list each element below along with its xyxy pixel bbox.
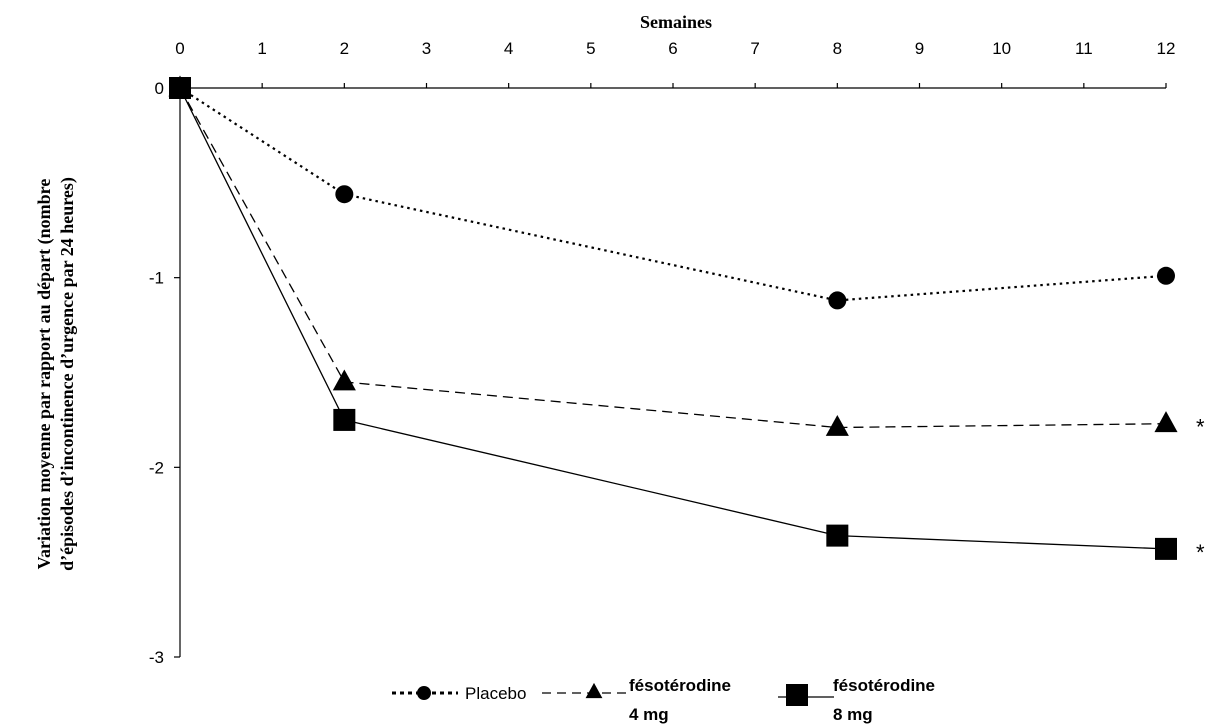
x-tick-label: 4 [504, 39, 513, 58]
data-point-circle [828, 291, 847, 310]
significance-asterisk: * [1196, 415, 1205, 440]
axes: 0 1 2 3 4 5 6 7 8 9 10 11 120-1-2-3 [149, 39, 1176, 667]
y-axis-title-line: Variation moyenne par rapport au départ … [34, 179, 55, 570]
y-tick-label: -1 [149, 269, 164, 288]
y-axis-title: Variation moyenne par rapport au départ … [34, 177, 78, 571]
data-point-square [333, 408, 356, 431]
data-point-circle [335, 185, 354, 204]
data-point-triangle [1154, 411, 1178, 433]
x-tick-label: 3 [422, 39, 431, 58]
series-line [179, 87, 1167, 550]
legend-label-8mg-line1: fésotérodine [833, 676, 935, 695]
data-point-square [169, 77, 191, 99]
series [169, 77, 1177, 560]
data-point-triangle [332, 369, 356, 391]
data-point-triangle [585, 682, 603, 699]
data-point-square [1155, 537, 1177, 560]
x-tick-label: 1 [257, 39, 266, 58]
legend-label-8mg-line2: 8 mg [833, 705, 873, 724]
legend-label-4mg-line1: fésotérodine [629, 676, 731, 695]
x-tick-label: 10 [992, 39, 1011, 58]
series-line [179, 87, 1167, 302]
x-tick-label: 9 [915, 39, 924, 58]
data-point-circle [417, 686, 431, 700]
x-axis-title: Semaines [640, 12, 712, 32]
legend-label-4mg-line2: 4 mg [629, 705, 669, 724]
x-tick-label: 8 [833, 39, 842, 58]
series [171, 79, 1175, 310]
legend-item-fesoterodine-4mg: fésotérodine 4 mg [542, 676, 731, 724]
labels: Semaines Variation moyenne par rapport au… [34, 12, 1205, 571]
data-point-square [826, 524, 849, 547]
y-tick-label: -2 [149, 458, 164, 477]
x-tick-label: 6 [668, 39, 677, 58]
legend-item-placebo: Placebo [392, 684, 526, 703]
x-tick-label: 0 [175, 39, 184, 58]
series-line [179, 87, 1167, 429]
x-tick-label: 12 [1157, 39, 1176, 58]
significance-asterisk: * [1196, 540, 1205, 565]
legend-label-placebo: Placebo [465, 684, 526, 703]
x-tick-label: 11 [1075, 39, 1093, 58]
data-point-square [786, 684, 808, 706]
series [168, 75, 1178, 436]
y-axis-title-line: d’épisodes d’incontinence d’urgence par … [57, 177, 78, 571]
data-point-circle [1157, 266, 1175, 285]
data-point-triangle [825, 414, 849, 436]
y-tick-label: 0 [155, 79, 164, 98]
x-tick-label: 7 [750, 39, 759, 58]
x-tick-label: 5 [586, 39, 595, 58]
legend: Placebo fésotérodine 4 mg fésotérodine 8 mg [392, 676, 935, 724]
series-layer [168, 75, 1178, 560]
x-tick-label: 2 [340, 39, 349, 58]
y-tick-label: -3 [149, 648, 164, 667]
legend-item-fesoterodine-8mg: fésotérodine 8 mg [778, 676, 935, 724]
